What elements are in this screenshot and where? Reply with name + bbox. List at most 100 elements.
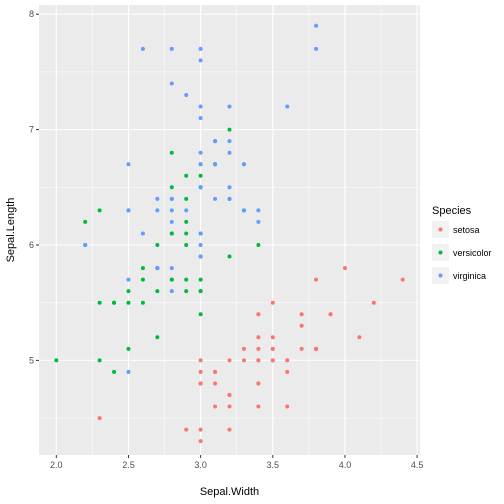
point-setosa xyxy=(400,277,405,282)
point-setosa xyxy=(285,404,290,409)
point-setosa xyxy=(227,404,232,409)
point-virginica xyxy=(198,104,203,109)
point-setosa xyxy=(314,346,319,351)
legend-title: Species xyxy=(432,205,472,217)
point-virginica xyxy=(198,150,203,155)
legend-items: setosa versicolor virginica xyxy=(432,221,492,284)
point-virginica xyxy=(227,196,232,201)
point-versicolor xyxy=(54,358,59,363)
point-virginica xyxy=(198,162,203,167)
point-virginica xyxy=(184,93,189,97)
point-versicolor xyxy=(126,346,131,351)
point-virginica xyxy=(227,104,232,109)
point-setosa xyxy=(256,381,261,386)
point-virginica xyxy=(169,289,174,294)
point-versicolor xyxy=(169,185,174,190)
point-virginica xyxy=(169,81,174,86)
point-versicolor xyxy=(155,335,160,340)
point-versicolor xyxy=(83,219,88,224)
point-setosa xyxy=(213,404,218,409)
point-virginica xyxy=(126,277,131,282)
point-virginica xyxy=(126,369,131,374)
point-setosa xyxy=(256,312,261,317)
point-setosa xyxy=(241,358,246,363)
point-versicolor xyxy=(227,127,232,132)
legend-marker-setosa xyxy=(438,227,443,232)
point-versicolor xyxy=(97,358,102,363)
point-versicolor xyxy=(140,266,145,271)
point-versicolor xyxy=(97,300,102,305)
point-virginica xyxy=(241,162,246,167)
point-versicolor xyxy=(198,289,203,294)
point-versicolor xyxy=(140,277,145,282)
point-versicolor xyxy=(97,208,102,213)
major-gridlines xyxy=(39,5,420,455)
point-setosa xyxy=(198,358,203,363)
x-tick-label: 4.5 xyxy=(411,460,424,470)
x-tick-label: 3.5 xyxy=(267,460,280,470)
point-virginica xyxy=(213,139,218,144)
y-axis-title: Sepal.Length xyxy=(5,198,17,263)
point-virginica xyxy=(140,231,145,236)
point-virginica xyxy=(184,208,189,213)
point-virginica xyxy=(198,46,203,51)
point-versicolor xyxy=(155,243,160,247)
point-virginica xyxy=(198,243,203,247)
point-virginica xyxy=(241,208,246,213)
point-versicolor xyxy=(112,369,117,374)
point-setosa xyxy=(184,427,189,432)
point-virginica xyxy=(126,208,131,213)
point-versicolor xyxy=(184,219,189,224)
point-virginica xyxy=(227,139,232,144)
point-versicolor xyxy=(198,312,203,317)
legend-label-virginica: virginica xyxy=(453,271,486,281)
legend-label-versicolor: versicolor xyxy=(453,248,492,258)
point-setosa xyxy=(270,300,275,305)
point-virginica xyxy=(169,219,174,224)
legend: Species setosa versicolor virginica xyxy=(432,205,492,284)
point-versicolor xyxy=(184,289,189,294)
point-setosa xyxy=(256,346,261,351)
minor-gridlines xyxy=(39,5,420,455)
point-setosa xyxy=(299,346,304,351)
point-virginica xyxy=(83,243,88,247)
y-tick-label: 8 xyxy=(29,9,34,19)
point-virginica xyxy=(126,162,131,167)
point-virginica xyxy=(256,208,261,213)
point-setosa xyxy=(241,346,246,351)
point-versicolor xyxy=(198,173,203,178)
point-versicolor xyxy=(184,231,189,236)
legend-marker-versicolor xyxy=(438,250,443,255)
point-virginica xyxy=(140,46,145,51)
x-tick-label: 3.0 xyxy=(194,460,207,470)
point-setosa xyxy=(314,277,319,282)
point-versicolor xyxy=(140,300,145,305)
point-setosa xyxy=(198,369,203,374)
point-versicolor xyxy=(184,196,189,201)
point-versicolor xyxy=(126,289,131,294)
point-versicolor xyxy=(256,243,261,247)
point-virginica xyxy=(169,208,174,213)
point-versicolor xyxy=(169,150,174,155)
point-setosa xyxy=(270,358,275,363)
x-tick-label: 2.0 xyxy=(50,460,63,470)
point-setosa xyxy=(270,346,275,351)
point-versicolor xyxy=(169,277,174,282)
point-virginica xyxy=(155,208,160,213)
point-versicolor xyxy=(184,243,189,247)
point-versicolor xyxy=(169,231,174,236)
x-axis-title: Sepal.Width xyxy=(200,486,259,498)
legend-label-setosa: setosa xyxy=(453,225,480,235)
point-virginica xyxy=(198,231,203,236)
point-virginica xyxy=(198,185,203,190)
point-setosa xyxy=(227,358,232,363)
point-virginica xyxy=(169,196,174,201)
point-virginica xyxy=(213,162,218,167)
point-versicolor xyxy=(155,289,160,294)
point-virginica xyxy=(256,219,261,224)
point-setosa xyxy=(371,300,376,305)
point-setosa xyxy=(256,335,261,340)
point-setosa xyxy=(256,358,261,363)
point-versicolor xyxy=(112,300,117,305)
